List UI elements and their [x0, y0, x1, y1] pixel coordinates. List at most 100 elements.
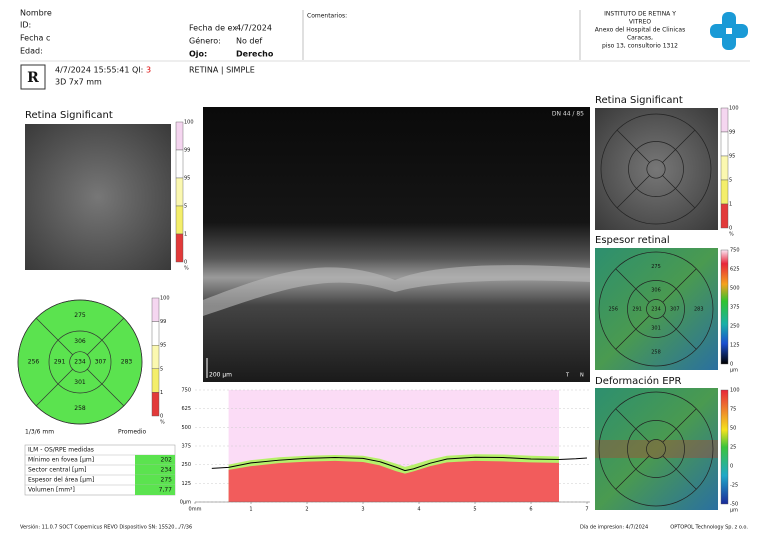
y-tick-label: 0µm — [180, 500, 191, 506]
scale-label: 5 — [184, 204, 187, 210]
grid-value: 307 — [670, 307, 680, 313]
table-value: 202 — [161, 457, 173, 464]
scale-bar — [720, 389, 729, 505]
scale-label: 100 — [729, 106, 739, 112]
scale-label: -50 — [730, 502, 738, 508]
thickness-line — [211, 456, 588, 472]
scale-label: % — [729, 232, 734, 238]
grid-value: 258 — [74, 405, 86, 412]
grid-value: 234 — [74, 359, 86, 366]
grid-value: 283 — [121, 359, 133, 366]
scale-label: 625 — [730, 267, 740, 273]
y-tick-label: 250 — [181, 462, 191, 468]
scale-label: 375 — [730, 305, 740, 311]
bscan-image — [203, 107, 590, 382]
grid-spoke — [35, 369, 73, 407]
grid-spoke — [662, 175, 696, 209]
scale-segment — [720, 179, 729, 205]
grid-value: 256 — [28, 359, 40, 366]
grid-ring — [48, 330, 112, 394]
x-tick-label: 3 — [361, 507, 364, 513]
institute-line: Caracas, — [627, 35, 653, 42]
table-value: 7,77 — [159, 487, 173, 494]
grid-spoke — [87, 369, 125, 407]
grid-spoke — [616, 175, 650, 209]
table-label: Sector central [µm] — [28, 467, 86, 474]
table-title: ILM - OS/RPE medidas — [28, 447, 94, 454]
scale-label: 99 — [729, 130, 735, 136]
grid-spoke — [662, 455, 697, 490]
scale-segment — [720, 107, 729, 133]
y-tick-label: 500 — [181, 425, 191, 431]
grid-value: 291 — [54, 359, 66, 366]
scale-label: 100 — [184, 120, 194, 126]
scale-label: 25 — [730, 445, 736, 451]
table-label: Volumen [mm³] — [28, 487, 75, 494]
slice-label: DN 44 / 85 — [552, 111, 584, 118]
footer-company: OPTOPOL Technology Sp. z o.o. — [670, 525, 748, 531]
footer-print-date: Día de impresion: 4/7/2024 — [580, 524, 648, 531]
thickness-map — [595, 248, 718, 370]
scan-datetime: 4/7/2024 15:55:41 — [55, 66, 129, 75]
grid-value: 256 — [608, 307, 618, 313]
mode: RETINA | SIMPLE — [189, 66, 255, 75]
grid-ring — [600, 113, 712, 225]
grid-ring — [646, 159, 666, 179]
grid-ring — [627, 420, 685, 478]
protocol: 3D 7x7 mm — [55, 78, 102, 87]
lower-normal-area — [228, 460, 559, 502]
grid-spoke — [615, 455, 650, 490]
scale-label: 0 — [160, 414, 163, 420]
institute-line: piso 13, consultorio 1312 — [602, 43, 678, 50]
grid-value: 291 — [632, 307, 642, 313]
table-value: 275 — [161, 477, 173, 484]
y-tick-label: 125 — [181, 481, 191, 487]
eye: Derecho — [236, 50, 274, 59]
grid-ring — [598, 391, 714, 507]
x-tick-label: 0mm — [189, 507, 202, 513]
eye-code: R — [27, 70, 39, 86]
eye-box — [20, 64, 46, 90]
age-label: Edad: — [20, 47, 43, 56]
y-tick-label: 750 — [181, 388, 191, 394]
scale-label: 125 — [730, 343, 740, 349]
qi: 3 — [146, 66, 151, 75]
scale-label: 250 — [730, 324, 740, 330]
scale-label: 99 — [184, 148, 190, 154]
retina-layer — [203, 265, 590, 316]
scale-segment — [720, 131, 729, 157]
grid-value: 306 — [651, 288, 661, 294]
scale-label: 1 — [184, 232, 187, 238]
grid-ring — [628, 141, 684, 197]
exam-date-label: Fecha de ex — [189, 24, 237, 33]
grid-spoke — [35, 317, 73, 355]
panel-title: Deformación EPR — [595, 375, 682, 387]
scale-label: 500 — [730, 286, 740, 292]
scale-label: 5 — [160, 366, 163, 372]
qi-label: QI: — [132, 66, 143, 75]
grid-ring — [598, 251, 714, 367]
x-tick-label: 5 — [473, 507, 476, 513]
value-cell — [135, 475, 175, 485]
institute-line: Anexo del Hospital de Clinicas — [595, 27, 685, 34]
rings-label: 1/3/6 mm — [25, 429, 54, 436]
grid-spoke — [662, 408, 697, 443]
scale-segment — [151, 368, 160, 393]
scale-segment — [175, 233, 184, 263]
scale-segment — [175, 149, 184, 179]
grid-spoke — [662, 129, 696, 163]
value-cell — [135, 455, 175, 465]
logo — [710, 12, 748, 50]
grid-spoke — [662, 315, 697, 350]
grid-spoke — [615, 408, 650, 443]
footer-version: Versión: 11.0.7 SOCT Copernicus REVO Dis… — [20, 524, 192, 531]
epr-band — [595, 440, 718, 458]
fundus-image — [25, 124, 171, 270]
scale-label: 0 — [184, 260, 187, 266]
grid-spoke — [615, 268, 650, 303]
scale-label: 1 — [729, 202, 732, 208]
grid-value: 234 — [651, 307, 661, 313]
scale-segment — [720, 155, 729, 181]
gender-label: Género: — [189, 36, 221, 46]
scale-label: 750 — [730, 248, 740, 254]
